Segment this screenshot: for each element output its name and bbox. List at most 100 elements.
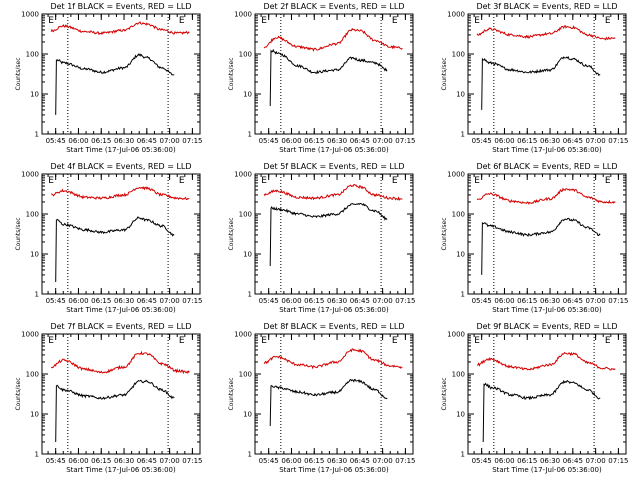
- chart-title: Det 2f BLACK = Events, RED = LLD: [263, 2, 404, 11]
- plot-frame: [41, 173, 201, 295]
- y-axis-label: Counts/sec: [15, 57, 22, 90]
- detector-chart-9: Det 9f BLACK = Events, RED = LLD 1 10 100 10…: [441, 322, 628, 474]
- x-tick-label: 06:45: [350, 297, 370, 305]
- x-tick-label: 06:30: [540, 137, 560, 145]
- y-tick-label: 100: [452, 371, 465, 379]
- y-tick-label: 10: [456, 91, 465, 99]
- x-tick-label: 05:45: [259, 137, 279, 145]
- detector-chart-6: Det 6f BLACK = Events, RED = LLD 1 10 100 10…: [441, 162, 628, 314]
- y-axis-label: Counts/sec: [441, 57, 448, 90]
- y-axis-label: Counts/sec: [228, 377, 235, 410]
- detector-chart-5: Det 5f BLACK = Events, RED = LLD 1 10 100 10…: [228, 162, 415, 314]
- event-marker-label: E: [392, 336, 398, 346]
- x-tick-label: 06:45: [137, 137, 157, 145]
- x-tick-label: 06:45: [137, 297, 157, 305]
- plot-frame: [254, 173, 414, 295]
- y-tick-label: 10: [243, 411, 252, 419]
- x-tick-label: 06:00: [281, 297, 301, 305]
- detector-chart-4: Det 4f BLACK = Events, RED = LLD 1 10 100 10…: [15, 162, 202, 314]
- plot-frame: [254, 333, 414, 455]
- series-line-lld: [50, 350, 190, 375]
- x-tick-label: 06:00: [494, 457, 514, 465]
- series-line-lld: [263, 183, 403, 201]
- y-tick-label: 1: [35, 131, 39, 139]
- event-marker-label: E: [48, 176, 54, 186]
- x-axis-label: Start Time (17-Jul-06 05:36:00): [279, 466, 389, 474]
- event-marker-label: E: [48, 336, 54, 346]
- event-marker-label: E: [605, 176, 611, 186]
- plot-frame: [41, 13, 201, 135]
- x-tick-label: 05:45: [46, 297, 66, 305]
- series-line-events: [269, 202, 388, 267]
- y-tick-label: 10: [30, 251, 39, 259]
- x-axis-label: Start Time (17-Jul-06 05:36:00): [66, 306, 176, 314]
- x-tick-label: 06:45: [350, 457, 370, 465]
- series-line-events: [55, 379, 175, 443]
- x-tick-label: 07:15: [395, 297, 415, 305]
- x-tick-label: 06:00: [281, 457, 301, 465]
- x-tick-label: 07:00: [373, 297, 393, 305]
- x-tick-label: 07:00: [160, 137, 180, 145]
- x-tick-label: 06:30: [540, 297, 560, 305]
- event-marker-label: E: [48, 16, 54, 26]
- detector-chart-7: Det 7f BLACK = Events, RED = LLD 1 10 100 10…: [15, 322, 202, 474]
- plot-frame: [254, 13, 414, 135]
- series-line-events: [482, 379, 601, 443]
- plot-frame: [41, 333, 201, 455]
- y-tick-label: 1000: [447, 331, 465, 339]
- x-tick-label: 06:15: [517, 137, 537, 145]
- y-tick-label: 100: [26, 51, 39, 59]
- y-tick-label: 1000: [447, 171, 465, 179]
- y-tick-label: 1000: [21, 331, 39, 339]
- y-axis-label: Counts/sec: [228, 217, 235, 250]
- series-line-events: [55, 216, 175, 283]
- x-tick-label: 07:00: [373, 457, 393, 465]
- x-tick-label: 06:15: [91, 137, 111, 145]
- plot-frame: [467, 13, 627, 135]
- x-tick-label: 06:15: [91, 457, 111, 465]
- x-tick-label: 05:45: [46, 457, 66, 465]
- x-tick-label: 05:45: [259, 297, 279, 305]
- series-line-lld: [476, 351, 616, 371]
- x-tick-label: 06:00: [494, 137, 514, 145]
- x-tick-label: 06:30: [327, 297, 347, 305]
- y-tick-label: 1000: [234, 331, 252, 339]
- detector-chart-8: Det 8f BLACK = Events, RED = LLD 1 10 100 10…: [228, 322, 415, 474]
- x-tick-label: 07:15: [395, 137, 415, 145]
- y-tick-label: 1: [35, 291, 39, 299]
- y-tick-label: 10: [243, 251, 252, 259]
- y-tick-label: 1000: [21, 11, 39, 19]
- x-tick-label: 06:30: [114, 297, 134, 305]
- y-tick-label: 10: [243, 91, 252, 99]
- y-axis-label: Counts/sec: [441, 377, 448, 410]
- chart-title: Det 1f BLACK = Events, RED = LLD: [50, 2, 191, 11]
- y-tick-label: 1: [461, 451, 465, 459]
- detector-chart-3: Det 3f BLACK = Events, RED = LLD 1 10 100 10…: [441, 2, 628, 154]
- event-marker-label: E: [179, 16, 185, 26]
- x-axis-label: Start Time (17-Jul-06 05:36:00): [492, 466, 602, 474]
- y-tick-label: 100: [452, 51, 465, 59]
- y-tick-label: 1: [461, 131, 465, 139]
- y-axis-label: Counts/sec: [441, 217, 448, 250]
- x-tick-label: 06:30: [327, 457, 347, 465]
- x-tick-label: 06:30: [114, 137, 134, 145]
- x-tick-label: 06:45: [563, 457, 583, 465]
- y-tick-label: 1000: [234, 11, 252, 19]
- x-tick-label: 06:45: [563, 137, 583, 145]
- x-tick-label: 07:15: [182, 137, 202, 145]
- y-tick-label: 1: [248, 131, 252, 139]
- chart-title: Det 9f BLACK = Events, RED = LLD: [476, 322, 617, 331]
- x-tick-label: 06:00: [68, 297, 88, 305]
- series-line-events: [269, 48, 388, 107]
- chart-title: Det 4f BLACK = Events, RED = LLD: [50, 162, 191, 171]
- detector-chart-1: Det 1f BLACK = Events, RED = LLD 1 10 100 10…: [15, 2, 202, 154]
- event-marker-label: E: [605, 16, 611, 26]
- x-axis-label: Start Time (17-Jul-06 05:36:00): [279, 146, 389, 154]
- x-tick-label: 06:00: [281, 137, 301, 145]
- event-marker-label: E: [179, 176, 185, 186]
- x-tick-label: 05:45: [472, 297, 492, 305]
- event-marker-label: E: [474, 336, 480, 346]
- y-tick-label: 100: [239, 371, 252, 379]
- event-marker-label: E: [605, 336, 611, 346]
